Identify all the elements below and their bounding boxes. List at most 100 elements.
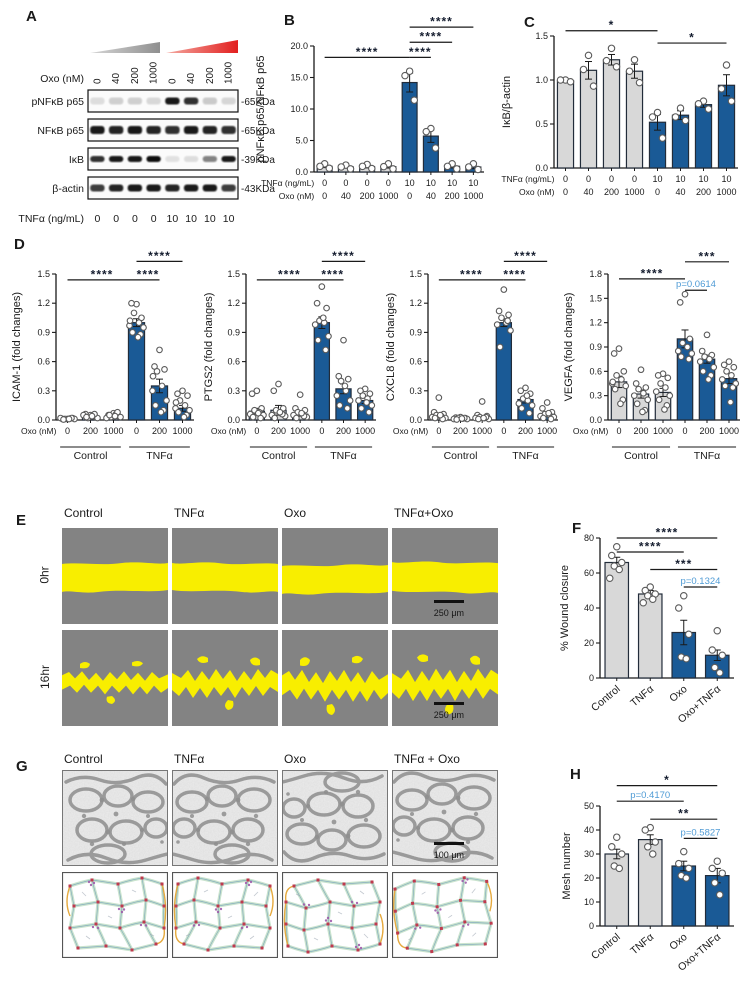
group-label: TNFα: [512, 450, 538, 462]
data-point: [249, 413, 257, 421]
data-point: [718, 651, 727, 660]
protein-band: [146, 156, 161, 162]
data-point: [680, 847, 688, 856]
data-point: [355, 397, 362, 404]
data-point: [607, 44, 616, 53]
oxo-gradient-triangle-gray: [90, 42, 160, 53]
bar-chart-D3: 0.0 0.3 0.6 0.9 1.2 1.5 CXCL8 (fold changes) **…: [385, 249, 558, 462]
image-border: [62, 770, 168, 866]
x-category-label: Control: [589, 683, 623, 714]
data-point: [639, 599, 648, 607]
data-point: [322, 346, 329, 354]
sig-stars: ****: [503, 267, 526, 281]
wound-col-label-control: Control: [64, 506, 103, 520]
data-point: [676, 299, 684, 306]
tnf-lane-value: 10: [185, 213, 197, 225]
blot-row-label: β-actin: [52, 183, 84, 195]
data-point: [401, 71, 409, 80]
y-tick-label: 50: [584, 801, 594, 811]
oxo-lane-value: 40: [111, 72, 122, 84]
tube-image-control: [62, 770, 168, 866]
data-point: [635, 78, 644, 87]
data-point: [405, 67, 414, 75]
oxo-lane-value: 0: [167, 78, 178, 84]
data-point: [610, 562, 618, 570]
oxo-lane-value: 40: [186, 72, 197, 84]
data-point: [545, 409, 552, 417]
data-point: [677, 353, 685, 361]
y-tick-label: 15.0: [290, 73, 308, 83]
data-point: [528, 402, 536, 409]
scale-bar-g: 100 μm: [418, 842, 464, 863]
data-point: [649, 595, 657, 604]
kda-label: -65KDa: [241, 97, 275, 108]
data-point: [705, 376, 712, 383]
x-value: 0: [322, 191, 327, 201]
data-point: [680, 592, 688, 600]
protein-band: [202, 97, 218, 105]
oxo-lane-value: 0: [92, 78, 103, 84]
tnf-lane-value: 10: [223, 213, 235, 225]
data-point: [314, 336, 322, 344]
x-value: 40: [583, 187, 593, 197]
y-axis-title: IκB/β-actin: [501, 76, 513, 128]
data-point: [517, 387, 525, 395]
group-label: Control: [262, 450, 296, 462]
data-point: [186, 406, 193, 414]
y-tick-label: 0.0: [295, 167, 308, 177]
data-point: [276, 408, 284, 416]
x-value: 0: [655, 187, 660, 197]
p-value-label: p=0.5827: [681, 827, 721, 838]
data-point: [475, 415, 482, 423]
y-tick-label: 1.0: [535, 75, 548, 85]
x-category-label: Oxo: [667, 931, 690, 953]
data-point: [716, 891, 724, 899]
data-point: [646, 583, 655, 591]
kda-label: -65KDa: [241, 126, 275, 137]
sig-stars: ****: [420, 30, 443, 44]
tube-col-label-oxo: Oxo: [284, 752, 307, 766]
bar-chart-D2: 0.0 0.3 0.6 0.9 1.2 1.5 PTGS2 (fold changes) **…: [203, 249, 376, 462]
tube-image-tnfa-oxo: [392, 770, 498, 866]
x-value: 200: [453, 426, 468, 436]
y-tick-label: 0.9: [227, 327, 240, 337]
protein-band: [108, 156, 124, 162]
data-point: [720, 361, 728, 369]
wound-row-label-16hr: 16hr: [38, 664, 53, 690]
mesh-analysis-image-tnfa: [172, 872, 278, 958]
y-tick-label: 0.0: [409, 415, 422, 425]
data-point: [666, 392, 674, 400]
data-point: [453, 416, 461, 423]
x-value: 10: [698, 174, 708, 184]
data-point: [612, 542, 621, 551]
panel-label-d: D: [14, 236, 25, 253]
x-value: 200: [633, 426, 648, 436]
y-tick-label: 0.0: [535, 163, 548, 173]
protein-band: [127, 156, 143, 162]
x-value: 1000: [290, 426, 310, 436]
x-value: 1000: [653, 426, 673, 436]
data-point: [641, 826, 650, 834]
data-point: [464, 163, 473, 171]
data-point: [493, 321, 501, 328]
bar-chart-D4: 0.0 0.3 0.6 0.9 1.2 1.5 1.8 VEGFA (fold changes…: [563, 249, 740, 462]
data-point: [644, 396, 652, 404]
wound-image-tnfa-16hr: [172, 630, 278, 726]
bar-chart-D1: 0.0 0.3 0.6 0.9 1.2 1.5 ICAM-1 (fold changes) *…: [11, 249, 194, 462]
tnf-lane-value: 10: [204, 213, 216, 225]
y-tick-label: 0.3: [227, 386, 240, 396]
group-label: Control: [74, 450, 108, 462]
protein-band: [183, 97, 199, 105]
protein-band: [127, 126, 143, 134]
x-value: 0: [134, 426, 139, 436]
data-point: [617, 400, 624, 408]
x-value: 200: [271, 426, 286, 436]
sig-stars: ****: [514, 249, 537, 263]
x-value: 1000: [716, 187, 736, 197]
data-point: [106, 411, 113, 419]
data-point: [699, 367, 707, 375]
data-point: [253, 387, 261, 395]
y-tick-label: 20.0: [290, 41, 308, 51]
mesh-analysis-image-tnfa-oxo: [392, 872, 498, 958]
